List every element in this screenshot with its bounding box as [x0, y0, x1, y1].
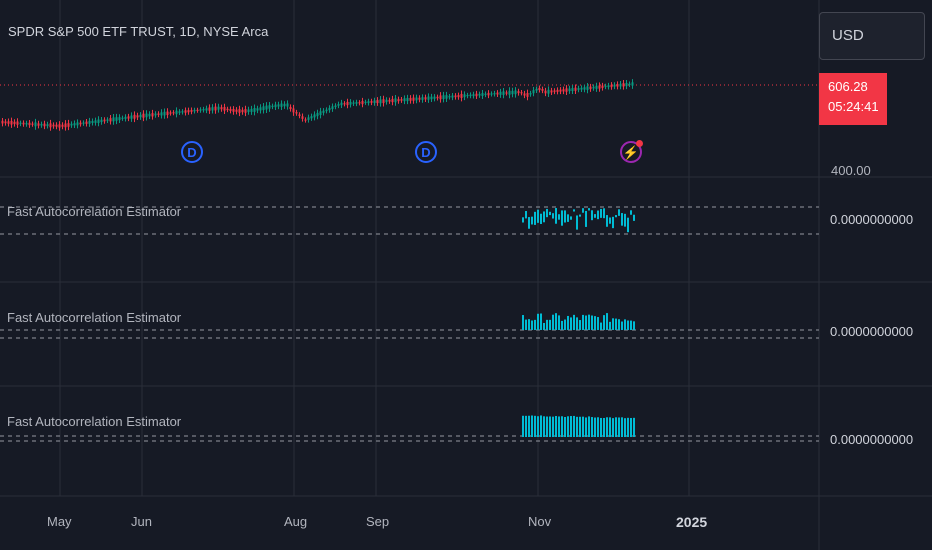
time-label-sep: Sep — [366, 514, 390, 529]
time-label-aug: Aug — [284, 514, 308, 529]
pane2-histogram — [522, 313, 635, 330]
pane1-scale-value: 0.0000000000 — [830, 212, 914, 227]
pane3-histogram — [522, 415, 635, 437]
pane1-title[interactable]: Fast Autocorrelation Estimator — [7, 204, 182, 219]
vertical-grid — [59, 0, 690, 496]
last-price-tag: 606.28 05:24:41 — [819, 73, 887, 125]
last-price-value: 606.28 — [828, 79, 868, 94]
pane2-levels — [0, 329, 819, 339]
dividend-icon[interactable]: D — [415, 141, 437, 163]
pane3-title[interactable]: Fast Autocorrelation Estimator — [7, 414, 182, 429]
bar-countdown: 05:24:41 — [828, 99, 879, 114]
earnings-alert-dot — [636, 140, 643, 147]
pane3-scale-value: 0.0000000000 — [830, 432, 914, 447]
pane1-levels — [0, 206, 819, 235]
pane3-levels — [0, 435, 819, 442]
time-label-2025: 2025 — [676, 514, 708, 530]
pane2-scale-value: 0.0000000000 — [830, 324, 914, 339]
pane2-title[interactable]: Fast Autocorrelation Estimator — [7, 310, 182, 325]
price-tick-partial: 400.00 — [831, 163, 871, 176]
price-candles[interactable] — [1, 79, 634, 131]
time-label-may: May — [47, 514, 72, 529]
dividend-icon[interactable]: D — [181, 141, 203, 163]
time-label-jun: Jun — [131, 514, 152, 529]
time-label-nov: Nov — [528, 514, 552, 529]
pane1-histogram — [522, 208, 635, 233]
earnings-icon[interactable]: ⚡ — [620, 140, 643, 163]
currency-button[interactable]: USD — [819, 12, 925, 60]
symbol-title[interactable]: SPDR S&P 500 ETF TRUST, 1D, NYSE Arca — [8, 24, 269, 39]
